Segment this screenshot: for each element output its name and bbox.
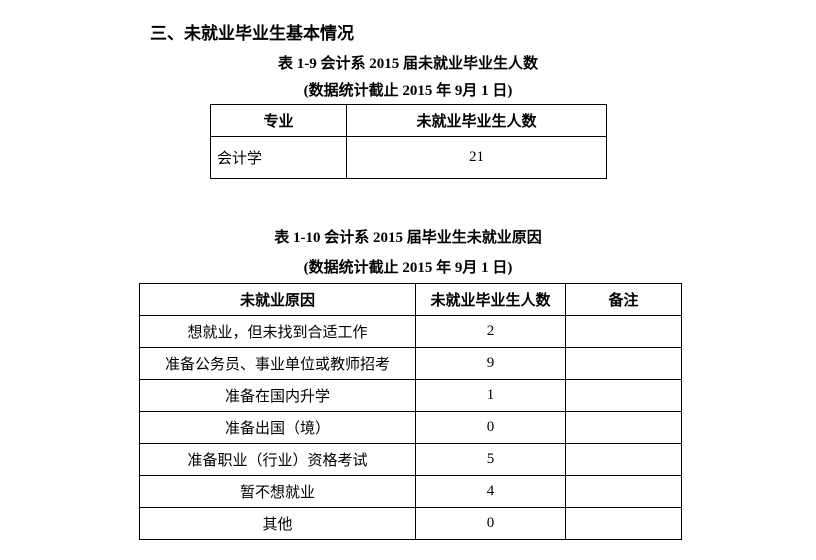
cell-reason: 其他 bbox=[139, 507, 416, 540]
cell-remarks bbox=[565, 379, 682, 412]
cell-reason: 想就业，但未找到合适工作 bbox=[139, 315, 416, 348]
cell-count: 0 bbox=[415, 411, 566, 444]
unemployment-reasons-table: 未就业原因 未就业毕业生人数 备注 想就业，但未找到合适工作 2 准备公务员、事业单… bbox=[139, 283, 682, 540]
cell-remarks bbox=[565, 507, 682, 540]
cell-count: 4 bbox=[415, 475, 566, 508]
cell-remarks bbox=[565, 475, 682, 508]
table-row: 其他 0 bbox=[139, 507, 682, 540]
cell-reason: 暂不想就业 bbox=[139, 475, 416, 508]
cell-reason: 准备出国（境） bbox=[139, 411, 416, 444]
table2-title: 表 1-10 会计系 2015 届毕业生未就业原因 bbox=[274, 230, 542, 246]
section-heading: 三、未就业毕业生基本情况 bbox=[150, 24, 354, 43]
cell-count: 1 bbox=[415, 379, 566, 412]
unemployed-count-table: 专业 未就业毕业生人数 会计学 21 bbox=[210, 104, 607, 179]
cell-major: 会计学 bbox=[210, 136, 347, 179]
table-row: 准备在国内升学 1 bbox=[139, 379, 682, 412]
cell-count: 5 bbox=[415, 443, 566, 476]
table-row: 准备职业（行业）资格考试 5 bbox=[139, 443, 682, 476]
cell-remarks bbox=[565, 315, 682, 348]
cell-remarks bbox=[565, 443, 682, 476]
table-header-row: 专业 未就业毕业生人数 bbox=[210, 104, 607, 137]
header-count: 未就业毕业生人数 bbox=[346, 104, 607, 137]
cell-remarks bbox=[565, 347, 682, 380]
table-row: 会计学 21 bbox=[210, 136, 607, 179]
table-row: 准备公务员、事业单位或教师招考 9 bbox=[139, 347, 682, 380]
cell-reason: 准备公务员、事业单位或教师招考 bbox=[139, 347, 416, 380]
table-row: 想就业，但未找到合适工作 2 bbox=[139, 315, 682, 348]
table-row: 暂不想就业 4 bbox=[139, 475, 682, 508]
table-header-row: 未就业原因 未就业毕业生人数 备注 bbox=[139, 283, 682, 316]
cell-reason: 准备职业（行业）资格考试 bbox=[139, 443, 416, 476]
cell-remarks bbox=[565, 411, 682, 444]
table-row: 准备出国（境） 0 bbox=[139, 411, 682, 444]
table1-subtitle: (数据统计截止 2015 年 9月 1 日) bbox=[303, 83, 513, 99]
table1-title: 表 1-9 会计系 2015 届未就业毕业生人数 bbox=[278, 56, 538, 72]
cell-count: 0 bbox=[415, 507, 566, 540]
header-remarks: 备注 bbox=[565, 283, 682, 316]
header-reason: 未就业原因 bbox=[139, 283, 416, 316]
header-major: 专业 bbox=[210, 104, 347, 137]
cell-count: 21 bbox=[346, 136, 607, 179]
header-count: 未就业毕业生人数 bbox=[415, 283, 566, 316]
cell-count: 2 bbox=[415, 315, 566, 348]
cell-reason: 准备在国内升学 bbox=[139, 379, 416, 412]
table2-subtitle: (数据统计截止 2015 年 9月 1 日) bbox=[303, 260, 513, 276]
cell-count: 9 bbox=[415, 347, 566, 380]
